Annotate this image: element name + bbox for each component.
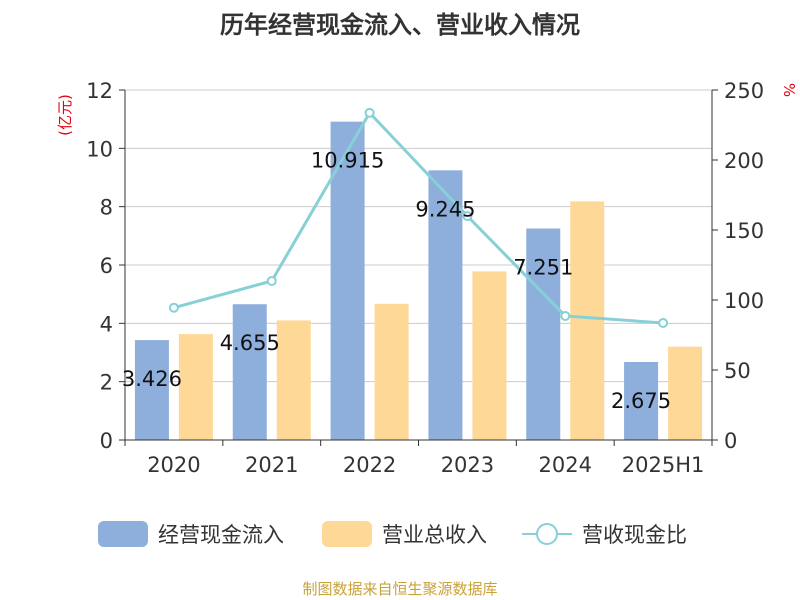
left-axis-tick-label: 2: [100, 371, 113, 395]
bar-revenue: [668, 346, 703, 440]
right-axis-tick-label: 100: [724, 289, 764, 313]
ratio-point: [364, 107, 375, 118]
axes: 0 2 4 6 8 10 12 0 50 100 150 200 250 2020 2021 2022 2023…: [86, 79, 764, 477]
ratio-point: [168, 302, 179, 313]
ratio-point: [658, 317, 669, 328]
bar-cash-inflow: [624, 361, 659, 440]
right-axis-tick-label: 50: [724, 359, 751, 383]
x-axis-tick-label: 2020: [147, 453, 200, 477]
legend-marker: [536, 523, 558, 545]
bar-revenue: [570, 201, 605, 440]
ratio-line: [173, 110, 664, 325]
bar-data-label: 2.675: [611, 389, 671, 413]
bar-data-label: 3.426: [122, 367, 182, 391]
left-axis-tick-label: 10: [86, 137, 113, 161]
bar-revenue: [276, 320, 311, 440]
ratio-point: [560, 310, 571, 321]
right-axis-tick-label: 250: [724, 79, 764, 103]
left-axis-unit: (亿元): [56, 94, 74, 136]
bar-cash-inflow: [428, 170, 463, 440]
legend: 经营现金流入 营业总收入 营收现金比: [98, 521, 687, 547]
x-axis-tick-label: 2024: [539, 453, 592, 477]
left-axis-tick-label: 6: [100, 254, 113, 278]
bar-revenue: [472, 271, 507, 440]
legend-swatch: [98, 521, 148, 547]
left-axis-tick-label: 0: [100, 429, 113, 453]
bar-data-label: 4.655: [220, 331, 280, 355]
ratio-point: [266, 275, 277, 286]
data-source: 制图数据来自恒生聚源数据库: [302, 580, 497, 598]
gridlines: [125, 89, 712, 383]
x-axis-tick-label: 2022: [343, 453, 396, 477]
ratio-point: [462, 211, 473, 222]
legend-swatch: [322, 521, 372, 547]
left-axis-tick-label: 12: [86, 79, 113, 103]
bar-cash-inflow: [134, 340, 169, 440]
bar-cash-inflow: [330, 121, 365, 440]
right-axis-tick-label: 0: [724, 429, 737, 453]
left-axis-tick-label: 4: [100, 312, 113, 336]
bar-data-label: 9.245: [415, 197, 475, 221]
line-series: [168, 107, 669, 328]
bar-revenue: [374, 303, 409, 440]
legend-label: 营业总收入: [382, 523, 487, 547]
bar-revenue: [178, 334, 213, 440]
right-axis-unit: %: [780, 83, 798, 97]
x-axis-tick-label: 2023: [441, 453, 494, 477]
chart-title: 历年经营现金流入、营业收入情况: [220, 11, 580, 39]
right-axis-tick-label: 150: [724, 219, 764, 243]
legend-label: 经营现金流入: [158, 523, 284, 547]
data-labels: 3.426 4.655 10.915 9.245 7.251 2.675: [122, 149, 671, 413]
bar-data-label: 10.915: [311, 149, 384, 173]
x-axis-tick-label: 2025H1: [622, 453, 705, 477]
bars: [134, 121, 703, 440]
x-axis-tick-label: 2021: [245, 453, 298, 477]
bar-cash-inflow: [232, 304, 267, 440]
left-axis-tick-label: 8: [100, 196, 113, 220]
bar-data-label: 7.251: [513, 256, 573, 280]
right-axis-tick-label: 200: [724, 149, 764, 173]
bar-cash-inflow: [526, 228, 561, 440]
legend-label: 营收现金比: [582, 523, 687, 547]
